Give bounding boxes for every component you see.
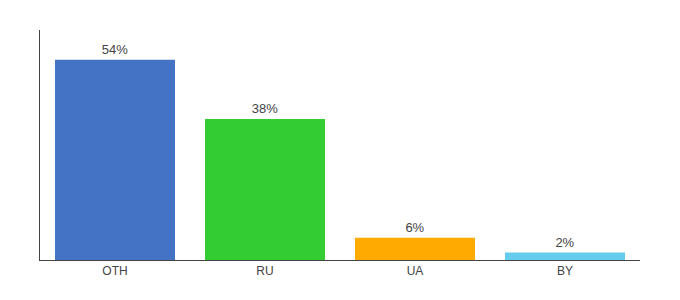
svg-text:2%: 2% — [555, 235, 574, 250]
svg-text:UA: UA — [407, 264, 424, 278]
svg-text:OTH: OTH — [102, 264, 127, 278]
svg-text:RU: RU — [256, 264, 273, 278]
svg-text:6%: 6% — [405, 220, 424, 235]
svg-text:38%: 38% — [252, 101, 278, 116]
svg-text:54%: 54% — [102, 42, 128, 57]
svg-text:BY: BY — [557, 264, 573, 278]
